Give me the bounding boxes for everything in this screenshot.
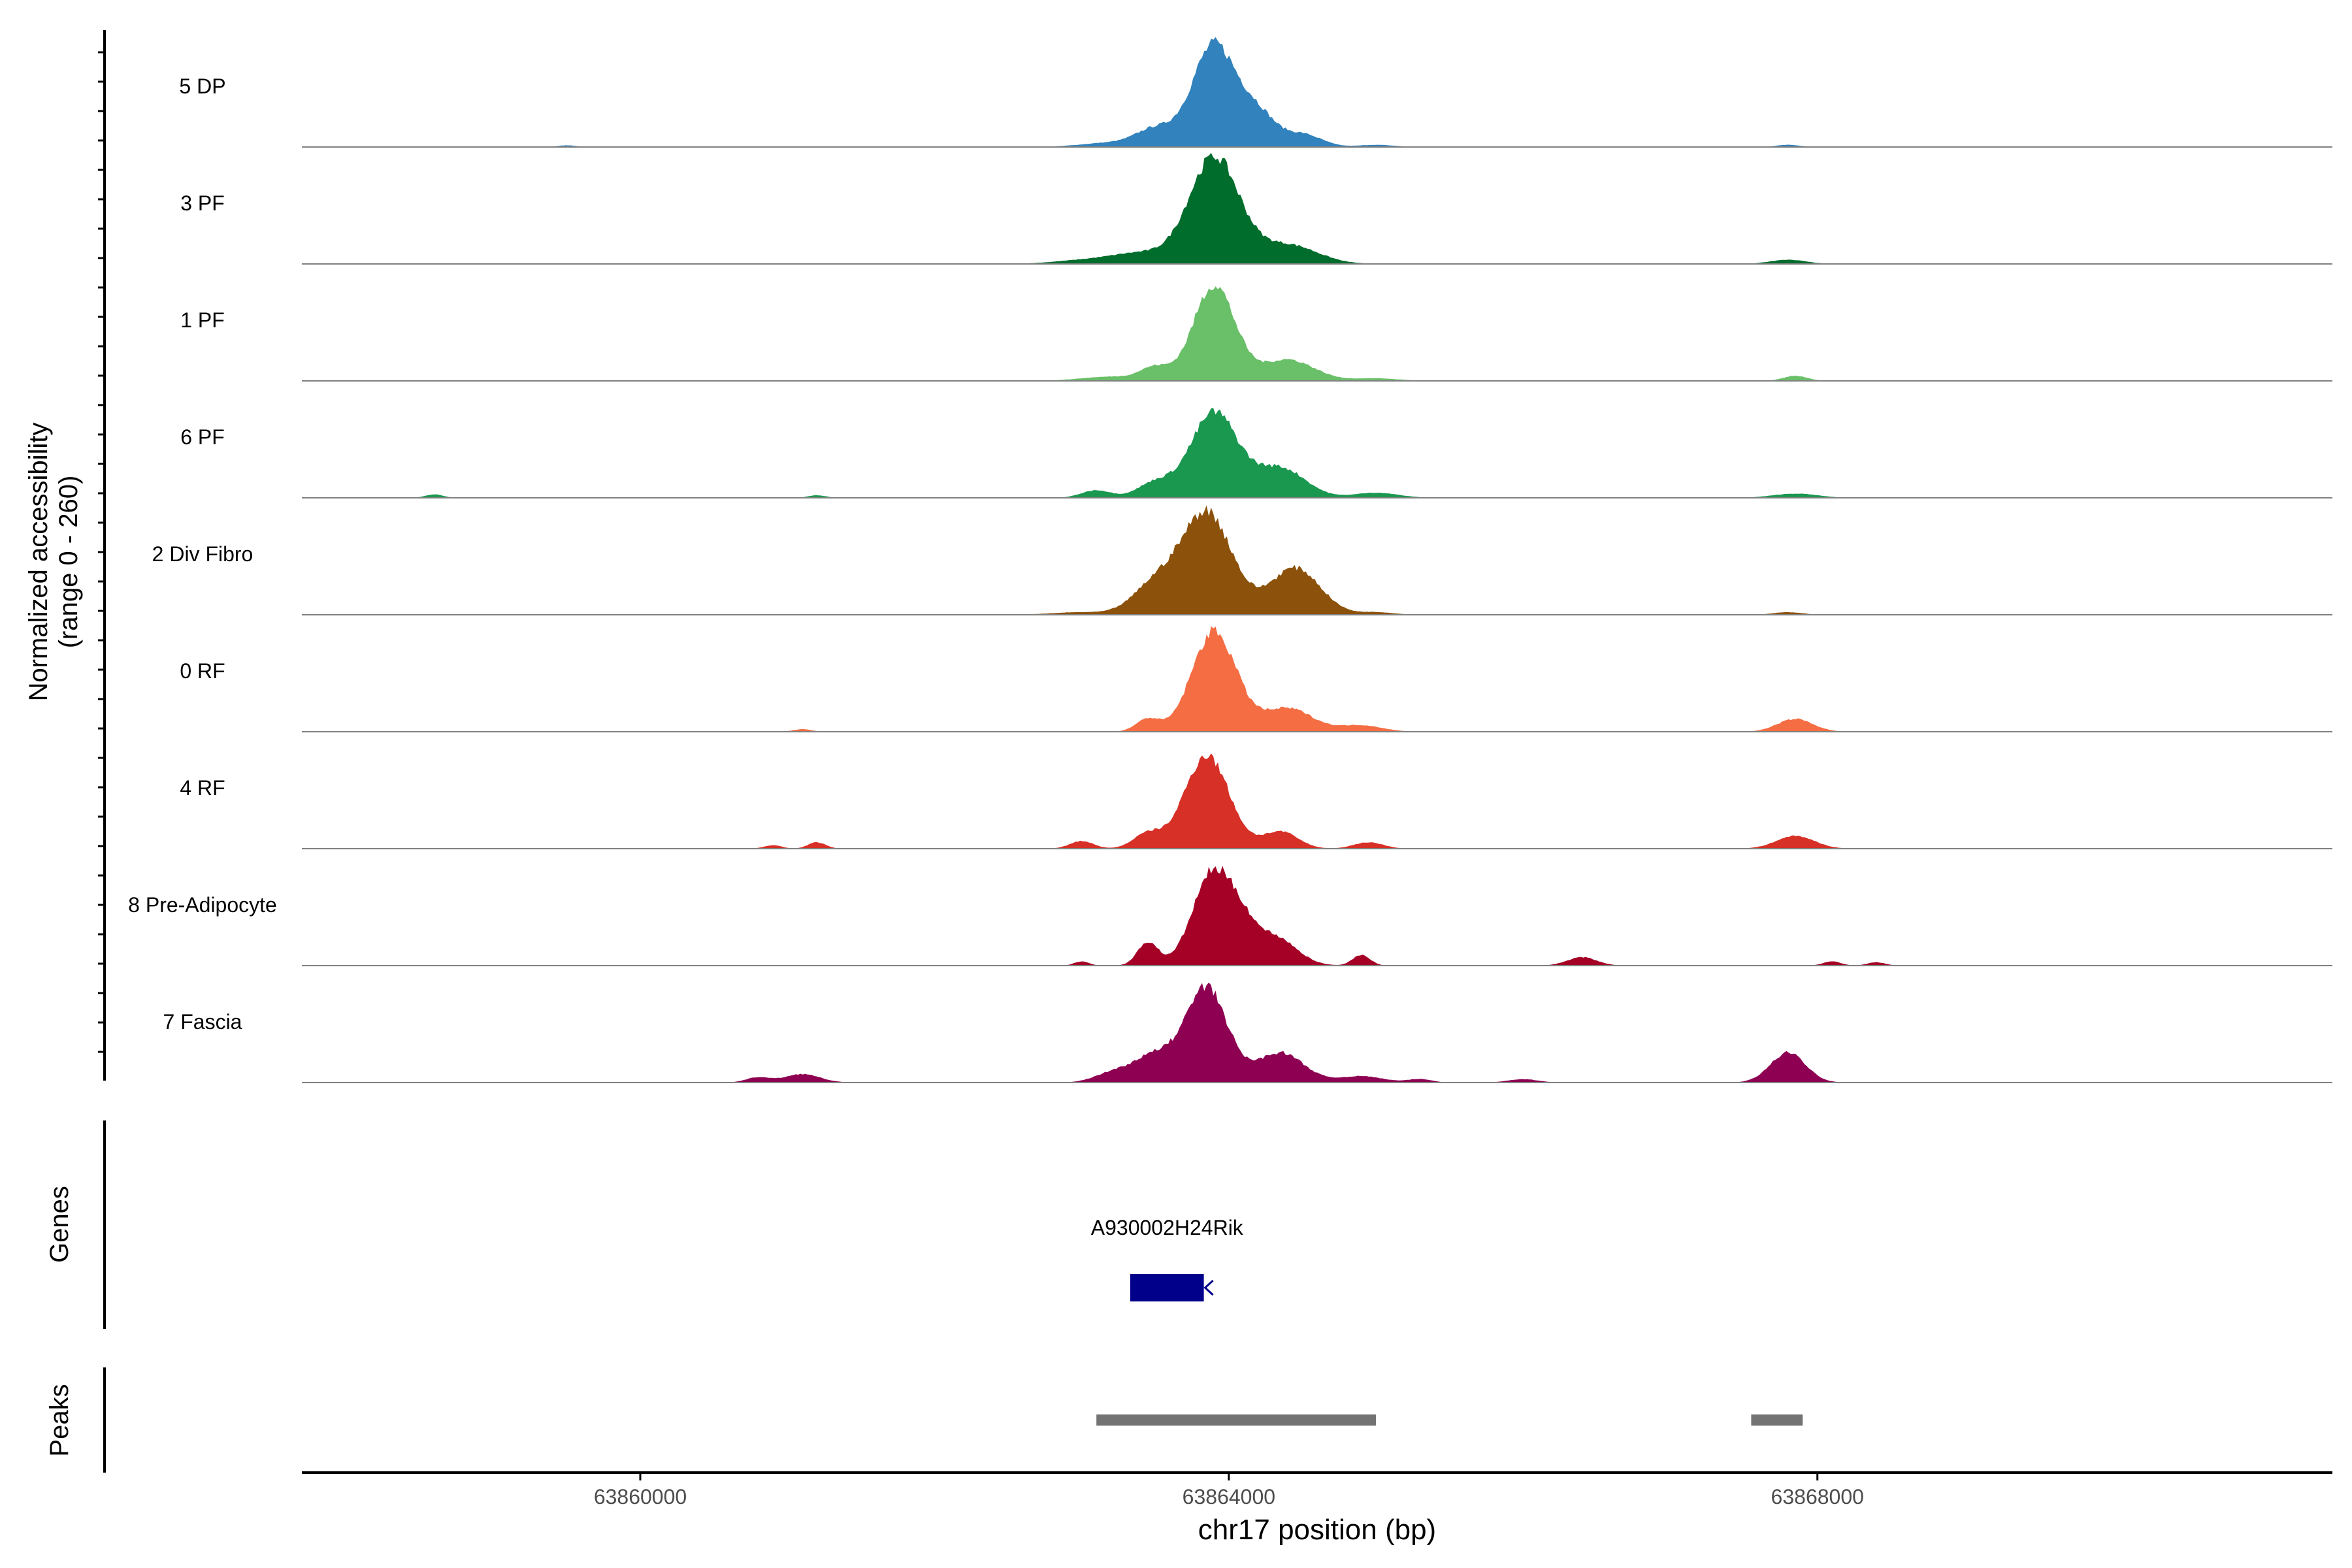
track-label: 1 PF	[180, 308, 225, 332]
x-axis-ticks: 63860000 63864000 63868000	[594, 1473, 1864, 1509]
track-1: 3 PF	[180, 153, 2332, 265]
track-area	[302, 37, 2332, 148]
track-0: 5 DP	[179, 37, 2332, 148]
track-label: 0 RF	[180, 659, 225, 683]
track-label: 4 RF	[180, 776, 225, 800]
gene-body	[1130, 1274, 1204, 1301]
genes-axis-title: Genes	[45, 1186, 74, 1263]
gene-strand-arrow-icon	[1203, 1279, 1214, 1296]
track-label: 6 PF	[180, 425, 225, 449]
y-axis-title-line2: (range 0 - 260)	[54, 476, 83, 649]
gene-name-label: A930002H24Rik	[1091, 1216, 1244, 1239]
track-area	[302, 626, 2332, 732]
peak-region	[1751, 1414, 1803, 1426]
track-label: 7 Fascia	[163, 1010, 242, 1034]
track-area	[302, 983, 2332, 1083]
track-area	[302, 505, 2332, 615]
track-5: 0 RF	[180, 626, 2332, 732]
coverage-tracks: 5 DP 3 PF 1 PF 6 PF 2 Div Fibro 0 RF 4 RF 8 Pre…	[128, 37, 2332, 1083]
track-4: 2 Div Fibro	[152, 505, 2332, 615]
x-tick-label: 63864000	[1183, 1485, 1275, 1509]
track-area	[302, 866, 2332, 966]
track-2: 1 PF	[180, 286, 2332, 382]
track-area	[302, 408, 2332, 498]
track-label: 8 Pre-Adipocyte	[128, 893, 277, 917]
track-area	[302, 286, 2332, 381]
track-3: 6 PF	[180, 408, 2332, 498]
track-8: 7 Fascia	[163, 983, 2332, 1083]
coverage-y-ticks	[98, 51, 105, 1053]
track-7: 8 Pre-Adipocyte	[128, 866, 2332, 966]
y-axis-title-line1: Normalized accessibility	[24, 423, 53, 702]
track-area	[302, 753, 2332, 849]
track-label: 5 DP	[179, 74, 225, 98]
track-label: 3 PF	[180, 191, 225, 215]
x-tick-label: 63868000	[1771, 1485, 1864, 1509]
x-axis-title: chr17 position (bp)	[1198, 1514, 1436, 1546]
peak-region	[1096, 1414, 1377, 1426]
peaks-axis-title: Peaks	[45, 1384, 74, 1456]
track-label: 2 Div Fibro	[152, 542, 253, 566]
track-area	[302, 153, 2332, 264]
peak-regions	[1096, 1414, 1803, 1426]
track-6: 4 RF	[180, 753, 2332, 849]
x-tick-label: 63860000	[594, 1485, 687, 1509]
